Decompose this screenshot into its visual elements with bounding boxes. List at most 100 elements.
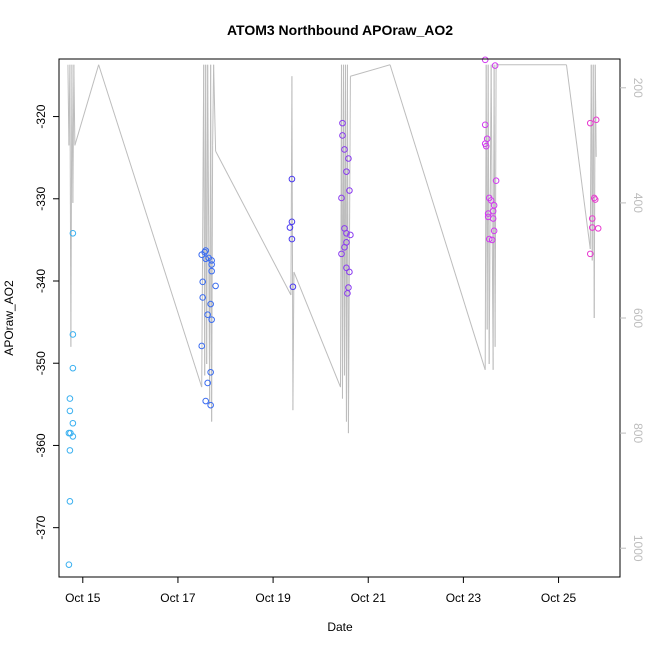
data-point <box>488 236 496 244</box>
x-tick-label: Oct 21 <box>351 591 387 605</box>
x-tick-label: Oct 23 <box>446 591 482 605</box>
y2-tick-label: 200 <box>631 78 645 98</box>
data-point <box>481 56 489 64</box>
y-tick-label: -360 <box>34 433 48 457</box>
data-point <box>69 364 77 372</box>
altitude-trace-segment <box>594 64 597 157</box>
data-point <box>345 155 352 162</box>
altitude-trace-segment <box>293 271 341 388</box>
data-point <box>286 224 294 231</box>
data-point <box>204 311 211 319</box>
x-axis: Oct 15 Oct 17 Oct 19 Oct 21 Oct 23 Oct 25 <box>65 577 577 605</box>
data-point <box>208 261 215 268</box>
data-point <box>208 257 215 264</box>
data-point <box>338 250 345 258</box>
data-point <box>66 407 74 415</box>
y-axis-title: APOraw_AO2 <box>2 280 16 356</box>
data-point <box>66 498 74 505</box>
data-point <box>343 230 350 237</box>
data-point <box>489 215 497 222</box>
y-tick-label: -320 <box>34 104 48 128</box>
altitude-trace-segment <box>98 64 203 388</box>
y-tick-label: -340 <box>34 269 48 293</box>
x-axis-title: Date <box>327 620 353 634</box>
altitude-trace-segment <box>350 64 391 77</box>
data-point <box>199 294 207 301</box>
y2-tick-label: 1000 <box>631 535 645 562</box>
altitude-trace-segment <box>291 76 294 411</box>
y2-tick-label: 600 <box>631 308 645 328</box>
data-point <box>339 132 346 139</box>
data-point <box>288 175 296 183</box>
altitude-trace-layer <box>67 64 597 434</box>
altitude-trace-segment <box>201 64 205 388</box>
y2-tick-label: 800 <box>631 423 645 443</box>
data-point <box>344 290 351 297</box>
data-point <box>208 316 215 323</box>
data-point <box>65 561 73 568</box>
data-point <box>66 447 74 454</box>
data-point <box>591 196 599 203</box>
data-point <box>288 218 296 226</box>
data-point <box>207 401 214 409</box>
data-point <box>341 243 348 251</box>
data-point <box>338 194 345 202</box>
points-layer <box>65 56 602 568</box>
data-point <box>69 230 77 237</box>
data-point <box>487 197 495 204</box>
altitude-trace-segment <box>215 150 292 296</box>
altitude-trace-segment <box>346 64 349 434</box>
x-tick-label: Oct 25 <box>541 591 577 605</box>
data-point <box>288 235 296 243</box>
altitude-trace-segment <box>494 64 497 347</box>
data-point <box>202 397 209 405</box>
altitude-trace-segment <box>211 145 214 422</box>
x-tick-label: Oct 15 <box>65 591 101 605</box>
data-point <box>482 142 490 150</box>
data-point <box>491 62 499 69</box>
data-point <box>594 225 602 232</box>
altitude-trace-segment <box>565 64 591 249</box>
y2-axis: 200 400 600 800 1000 <box>620 78 645 562</box>
y-axis: -370 -360 -350 -340 -330 -320 <box>34 104 59 540</box>
data-point <box>69 331 77 338</box>
altitude-trace-segment <box>213 64 217 152</box>
y2-tick-label: 400 <box>631 193 645 213</box>
data-point <box>586 250 594 258</box>
x-tick-label: Oct 19 <box>255 591 291 605</box>
altitude-trace-segment <box>347 76 351 434</box>
data-point <box>208 267 215 275</box>
data-point <box>347 231 354 239</box>
data-point <box>289 283 297 291</box>
y-tick-label: -370 <box>34 515 48 539</box>
data-point <box>69 433 77 440</box>
chart-title: ATOM3 Northbound APOraw_AO2 <box>227 22 453 38</box>
data-point <box>207 300 214 308</box>
data-point <box>341 146 348 153</box>
data-point <box>346 268 353 276</box>
y-tick-label: -350 <box>34 351 48 375</box>
data-point <box>485 235 493 243</box>
altitude-trace-segment <box>73 64 76 146</box>
altitude-trace-segment <box>593 64 596 319</box>
altitude-trace-segment <box>74 64 100 146</box>
data-point <box>592 116 600 124</box>
altitude-trace-segment <box>70 64 73 347</box>
data-point <box>207 368 214 376</box>
data-point <box>481 121 489 129</box>
data-point <box>339 119 346 127</box>
x-tick-label: Oct 17 <box>160 591 196 605</box>
data-point <box>588 215 596 222</box>
altitude-trace-segment <box>389 64 486 370</box>
data-point <box>69 419 77 427</box>
altitude-trace-segment <box>292 271 295 411</box>
data-point <box>343 168 350 175</box>
data-point <box>204 379 211 387</box>
data-point <box>202 247 209 254</box>
data-point <box>484 210 492 217</box>
data-point <box>202 255 209 263</box>
data-point <box>212 282 219 290</box>
data-point <box>490 227 498 235</box>
data-point <box>586 119 594 127</box>
